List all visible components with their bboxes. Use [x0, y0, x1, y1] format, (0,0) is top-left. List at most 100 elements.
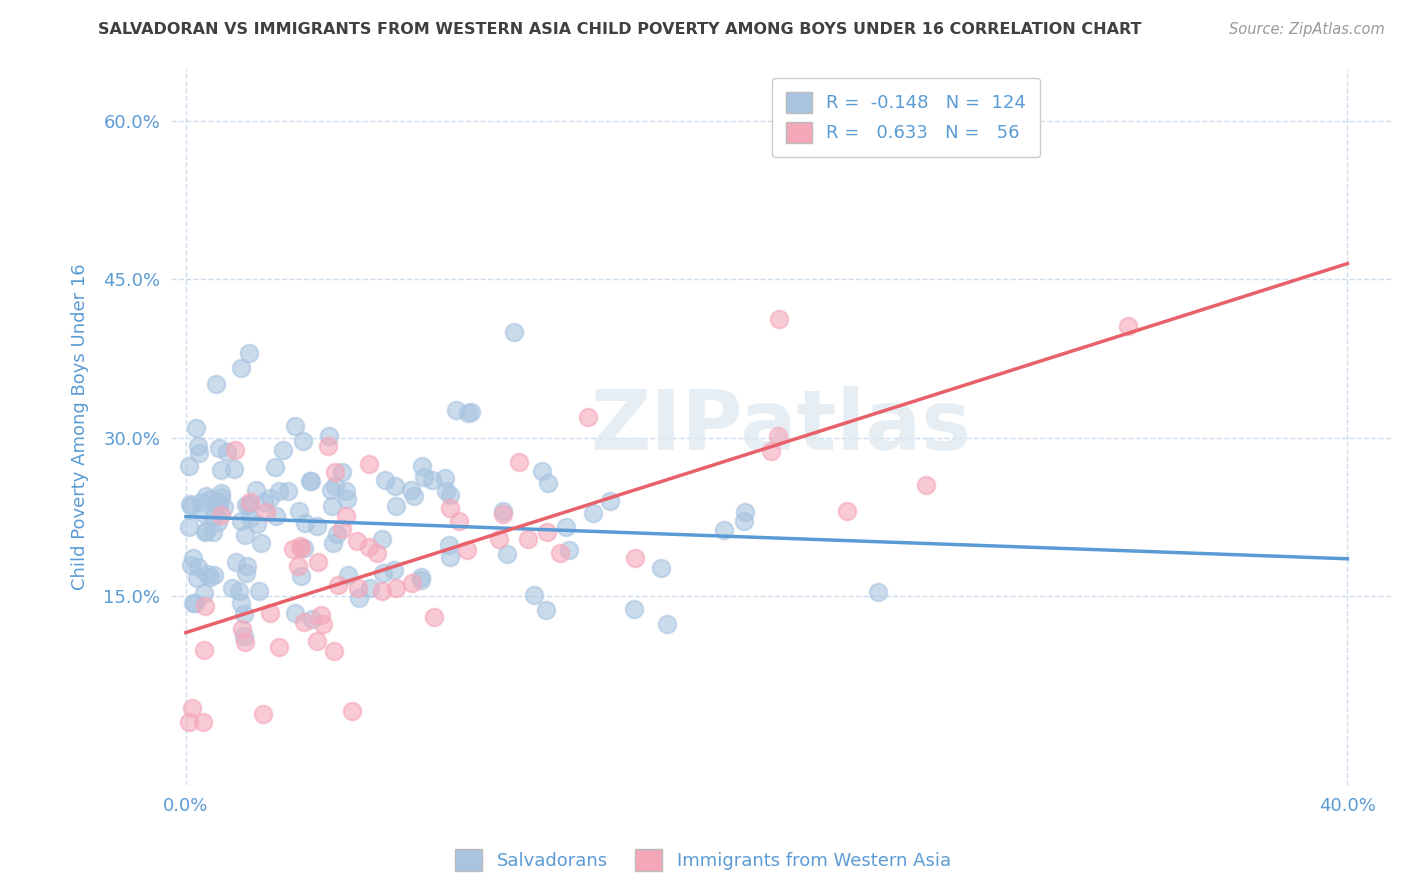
Point: [187, 560, 209, 574]
Point: [232, 607, 254, 621]
Point: [534, 603, 557, 617]
Point: [290, 541, 312, 555]
Point: [413, 470, 436, 484]
Point: [321, 483, 343, 497]
Point: [191, 506, 214, 520]
Y-axis label: Child Poverty Among Boys Under 16: Child Poverty Among Boys Under 16: [72, 264, 89, 591]
Point: [247, 583, 270, 598]
Point: [228, 584, 250, 599]
Point: [191, 715, 214, 730]
Point: [713, 523, 735, 537]
Point: [330, 522, 353, 536]
Point: [307, 633, 329, 648]
Point: [235, 566, 257, 580]
Point: [868, 585, 890, 599]
Point: [323, 644, 346, 658]
Point: [371, 566, 394, 580]
Point: [357, 457, 380, 471]
Point: [517, 533, 540, 547]
Point: [283, 542, 305, 557]
Point: [349, 591, 371, 606]
Point: [404, 489, 426, 503]
Point: [204, 376, 226, 391]
Point: [231, 622, 253, 636]
Point: [254, 504, 277, 518]
Point: [759, 444, 782, 458]
Point: [201, 524, 224, 539]
Point: [312, 616, 335, 631]
Point: [437, 538, 460, 552]
Point: [558, 543, 581, 558]
Point: [447, 514, 470, 528]
Point: [288, 540, 311, 554]
Point: [264, 509, 287, 524]
Point: [184, 597, 207, 611]
Point: [766, 429, 789, 443]
Point: [259, 607, 281, 621]
Point: [180, 499, 202, 513]
Point: [271, 443, 294, 458]
Point: [323, 466, 346, 480]
Point: [420, 473, 443, 487]
Point: [508, 455, 530, 469]
Point: [650, 561, 672, 575]
Point: [318, 439, 340, 453]
Point: [536, 525, 558, 540]
Point: [238, 498, 260, 512]
Point: [198, 491, 221, 506]
Point: [250, 536, 273, 550]
Point: [733, 514, 755, 528]
Point: [326, 578, 349, 592]
Point: [207, 500, 229, 514]
Point: [411, 570, 433, 584]
Point: [253, 494, 276, 508]
Point: [623, 601, 645, 615]
Point: [179, 497, 201, 511]
Point: [193, 586, 215, 600]
Legend: Salvadorans, Immigrants from Western Asia: Salvadorans, Immigrants from Western Asi…: [449, 842, 957, 879]
Point: [374, 473, 396, 487]
Point: [439, 549, 461, 564]
Point: [198, 570, 221, 584]
Point: [460, 404, 482, 418]
Point: [915, 477, 938, 491]
Point: [399, 483, 422, 498]
Point: [252, 706, 274, 721]
Point: [229, 514, 252, 528]
Point: [209, 490, 232, 504]
Point: [224, 443, 246, 458]
Point: [209, 485, 232, 500]
Point: [208, 442, 231, 456]
Point: [229, 596, 252, 610]
Point: [346, 581, 368, 595]
Point: [264, 460, 287, 475]
Point: [385, 499, 408, 513]
Point: [531, 464, 554, 478]
Point: [292, 541, 315, 556]
Point: [246, 516, 269, 531]
Text: ZIPatlas: ZIPatlas: [591, 386, 972, 467]
Point: [207, 516, 229, 530]
Point: [181, 701, 204, 715]
Point: [734, 505, 756, 519]
Point: [326, 526, 349, 541]
Point: [298, 475, 321, 489]
Point: [180, 558, 202, 572]
Point: [439, 501, 461, 516]
Point: [299, 474, 322, 488]
Point: [239, 511, 262, 525]
Point: [259, 491, 281, 505]
Point: [236, 559, 259, 574]
Point: [384, 479, 406, 493]
Point: [346, 534, 368, 549]
Point: [423, 610, 446, 624]
Point: [366, 546, 388, 560]
Point: [301, 612, 323, 626]
Point: [318, 429, 340, 443]
Point: [456, 543, 478, 558]
Point: [357, 540, 380, 554]
Point: [290, 569, 312, 583]
Point: [202, 568, 225, 582]
Point: [582, 506, 605, 520]
Point: [323, 479, 346, 493]
